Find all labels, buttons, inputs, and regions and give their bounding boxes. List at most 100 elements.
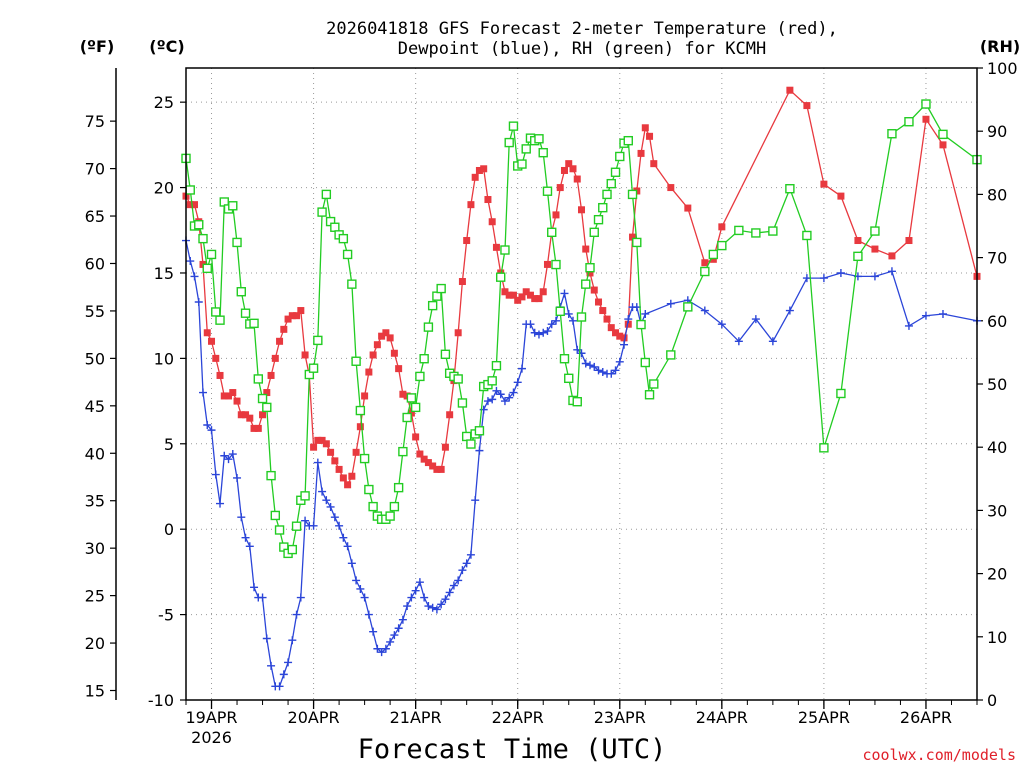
dewpoint-point (330, 513, 339, 522)
dewpoint-point (598, 368, 607, 377)
rh-point (836, 388, 846, 399)
rh-point (640, 357, 650, 368)
rh-point (406, 393, 417, 403)
rh-point (555, 306, 565, 317)
rh-point (644, 390, 655, 400)
temperature-point (267, 371, 275, 379)
temperature-point (803, 102, 811, 110)
rh-point (410, 402, 421, 413)
dewpoint-point (819, 274, 828, 283)
dewpoint-point (347, 559, 356, 568)
rh-point (717, 240, 727, 251)
rh-point (593, 214, 604, 225)
rh-point (359, 453, 370, 464)
rh-point (700, 266, 710, 277)
rh-point (232, 237, 242, 248)
fahrenheit-tick-label: 40 (85, 444, 105, 463)
rh-point (228, 201, 238, 211)
temperature-point (629, 233, 637, 241)
temperature-point (301, 351, 309, 359)
x-tick-label: 21APR (390, 708, 442, 727)
temperature-point (437, 465, 445, 473)
rh-point (198, 233, 208, 244)
rh-point (287, 544, 298, 555)
temperature-point (718, 223, 726, 231)
temperature-point (484, 196, 492, 204)
rh-point (887, 129, 897, 139)
rh-point (495, 272, 506, 282)
temperature-point (382, 329, 390, 337)
temperature-point (603, 315, 611, 323)
temperature-point (467, 201, 475, 209)
dewpoint-point (802, 274, 811, 283)
rh-point (602, 189, 612, 200)
rh-point (185, 185, 195, 195)
rh-point (708, 249, 719, 260)
rh-point (500, 245, 510, 255)
rh-point (415, 371, 425, 382)
rh-point (649, 379, 659, 389)
dewpoint-point (390, 631, 399, 640)
temperature-point (573, 175, 581, 183)
dewpoint-point (887, 267, 896, 276)
temperature-point (786, 86, 794, 94)
rh-point (300, 491, 310, 501)
dewpoint-point (543, 327, 552, 336)
dewpoint-point (624, 315, 633, 324)
rh-point (589, 227, 599, 238)
dewpoint-point (586, 361, 595, 370)
celsius-unit-label: (ºC) (149, 37, 184, 56)
temperature-point (565, 160, 573, 168)
rh-point (249, 318, 259, 329)
temperature-point (191, 201, 199, 209)
temperature-point (637, 149, 645, 157)
dewpoint-point (768, 337, 777, 346)
dewpoint-point (377, 648, 386, 657)
x-tick-sublabel: 2026 (191, 728, 232, 747)
rh-point (427, 300, 438, 311)
rh-point (491, 360, 502, 371)
rh-point (240, 308, 251, 318)
rh-point (627, 189, 638, 200)
temperature-point (539, 288, 547, 296)
rh-tick-label: 70 (987, 249, 1007, 268)
dewpoint-point (785, 306, 794, 315)
temperature-point (390, 349, 398, 357)
temperature-point (641, 124, 649, 132)
rh-point (636, 319, 646, 330)
dewpoint-point (641, 309, 650, 318)
temperature-point (569, 165, 577, 173)
rh-point (576, 312, 587, 322)
rh-point (870, 226, 880, 236)
rh-point (347, 279, 357, 289)
dewpoint-point (296, 593, 305, 602)
dewpoint-point (335, 521, 344, 530)
rh-point (457, 398, 468, 408)
dewpoint-point (700, 306, 709, 315)
dewpoint-point (454, 576, 463, 585)
dewpoint-point (411, 586, 420, 595)
temperature-point (526, 291, 534, 299)
temperature-point (216, 371, 224, 379)
credit-text: coolwx.com/models (862, 746, 1016, 764)
temperature-point (229, 389, 237, 397)
plot-frame (185, 67, 978, 701)
rh-tick-label: 40 (987, 438, 1007, 457)
temperature-point (709, 255, 717, 263)
dewpoint-point (590, 362, 599, 371)
dewpoint-point (620, 340, 629, 349)
rh-tick-label: 100 (987, 59, 1018, 78)
fahrenheit-tick-label: 75 (85, 112, 105, 131)
rh-point (355, 405, 366, 416)
dewpoint-point (594, 366, 603, 375)
rh-point (313, 335, 323, 346)
celsius-tick-label: -5 (158, 606, 174, 625)
dewpoint-point (437, 600, 446, 609)
rh-tick-label: 60 (987, 312, 1007, 331)
dewpoint-point (509, 388, 518, 397)
dewpoint-point (203, 420, 212, 429)
dewpoint-point (284, 658, 293, 667)
dewpoint-point (938, 309, 947, 318)
rh-point (317, 207, 327, 217)
